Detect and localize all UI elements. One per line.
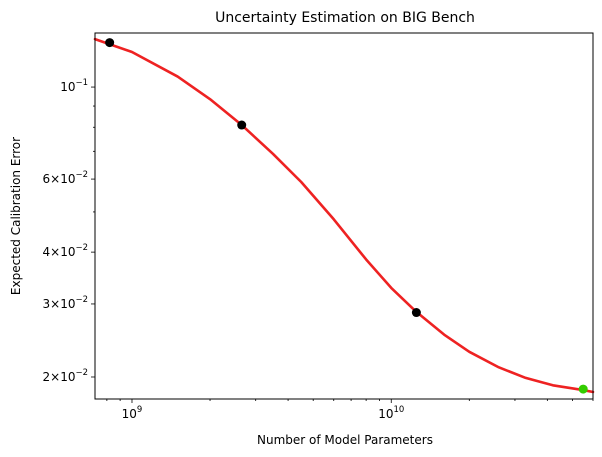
y-tick-label: 3×10−2 — [43, 295, 89, 311]
x-tick-label: 1010 — [378, 405, 404, 421]
data-point — [411, 308, 421, 318]
data-point — [105, 38, 115, 48]
y-tick-label: 6×10−2 — [43, 170, 89, 186]
y-axis-label: Expected Calibration Error — [9, 137, 23, 295]
y-tick-label: 2×10−2 — [43, 368, 89, 384]
y-tick-label: 10−1 — [60, 78, 88, 94]
data-point — [578, 384, 588, 394]
plot-area — [93, 37, 595, 394]
x-tick-label: 109 — [122, 405, 143, 421]
chart-title: Uncertainty Estimation on BIG Bench — [215, 10, 475, 26]
fit-curve-line — [93, 37, 595, 394]
data-point — [237, 120, 247, 130]
major-ticks: 109 1010 10−1 6×10−2 4×10−2 3×10−2 2×10−2 — [43, 78, 405, 421]
y-tick-label: 4×10−2 — [43, 243, 89, 259]
minor-ticks — [93, 105, 594, 401]
plot-frame — [94, 32, 594, 400]
x-axis-label: Number of Model Parameters — [257, 433, 433, 447]
